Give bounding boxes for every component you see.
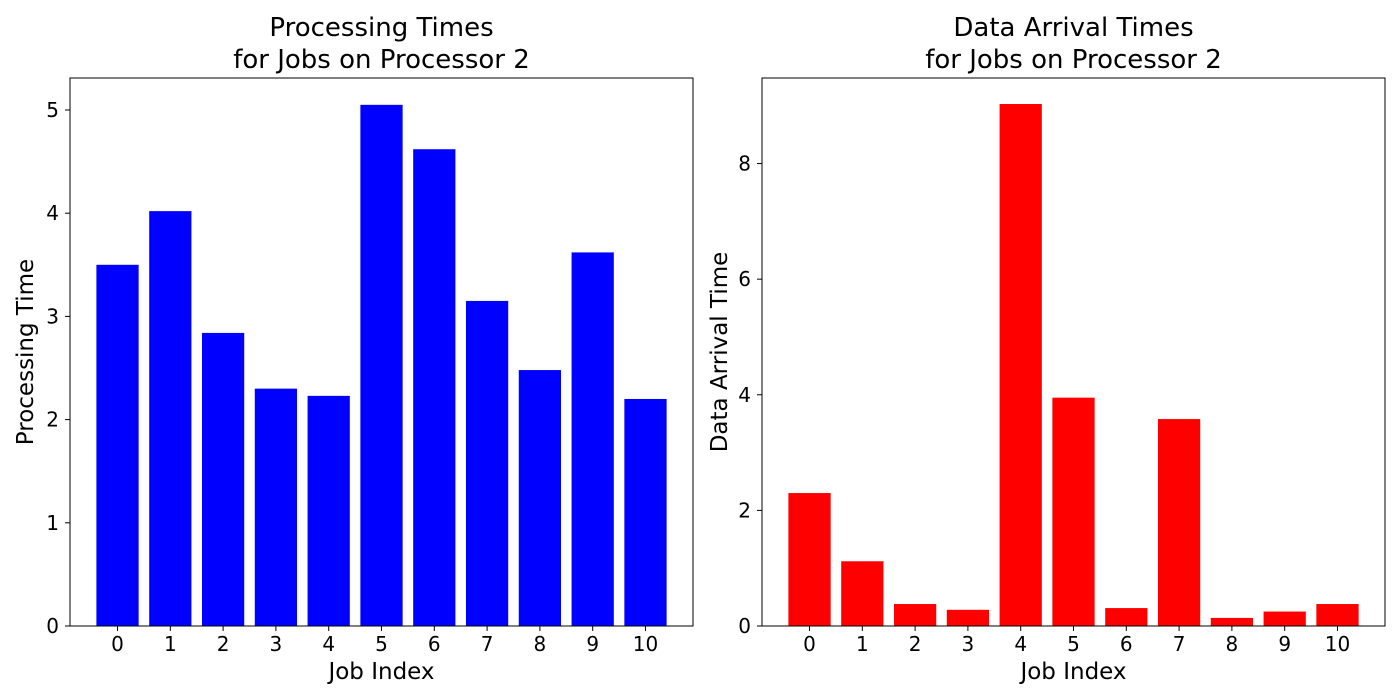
bar [999, 104, 1042, 626]
x-tick-label: 4 [1014, 632, 1027, 656]
chart-title-line: Data Arrival Times [953, 13, 1193, 43]
bar [1316, 604, 1359, 626]
x-tick-label: 3 [962, 632, 975, 656]
y-tick-label: 4 [738, 383, 751, 407]
x-tick-label: 9 [1278, 632, 1291, 656]
y-axis-label: Processing Time [13, 259, 39, 445]
y-tick-label: 2 [738, 498, 751, 522]
x-tick-label: 0 [111, 632, 124, 656]
x-tick-label: 2 [909, 632, 922, 656]
x-tick-label: 6 [1120, 632, 1133, 656]
x-tick-label: 5 [375, 632, 388, 656]
x-tick-label: 8 [534, 632, 547, 656]
chart-title: Data Arrival Times for Jobs on Processor … [925, 13, 1222, 75]
y-tick-label: 0 [738, 614, 751, 638]
x-tick-label: 9 [586, 632, 599, 656]
bar [307, 395, 350, 626]
chart-title: Processing Times for Jobs on Processor 2 [233, 13, 530, 75]
bar [413, 149, 456, 626]
x-tick-label: 3 [270, 632, 283, 656]
y-tick-label: 6 [738, 267, 751, 291]
y-tick-label: 8 [738, 152, 751, 176]
bar [1210, 617, 1254, 626]
bar [1263, 611, 1306, 626]
bar [1105, 608, 1148, 626]
y-tick-label: 4 [46, 201, 59, 225]
x-tick-label: 10 [633, 632, 658, 656]
y-tick-label: 2 [46, 408, 59, 432]
x-tick-label: 0 [803, 632, 816, 656]
x-tick-label: 1 [856, 632, 869, 656]
bar [518, 370, 562, 626]
y-tick-label: 1 [46, 511, 59, 535]
bar [96, 264, 139, 626]
chart-title-line: for Jobs on Processor 2 [925, 45, 1222, 75]
x-tick-label: 6 [428, 632, 441, 656]
chart-title-line: Processing Times [269, 13, 493, 43]
bar [1157, 419, 1201, 626]
x-axis-label: Job Index [1018, 659, 1126, 685]
bar [571, 252, 614, 626]
chart-title-line: for Jobs on Processor 2 [233, 45, 530, 75]
bar [624, 398, 667, 626]
y-tick-label: 3 [46, 304, 59, 328]
x-tick-label: 1 [164, 632, 177, 656]
processing-times-chart: Processing Times for Jobs on Processor 2 0… [13, 13, 694, 685]
x-tick-label: 7 [481, 632, 494, 656]
bar [1052, 397, 1095, 626]
bar [893, 604, 937, 626]
bar [149, 211, 192, 626]
x-tick-label: 7 [1173, 632, 1186, 656]
bar [254, 388, 298, 626]
x-tick-label: 10 [1325, 632, 1350, 656]
y-axis-label: Data Arrival Time [707, 252, 733, 453]
x-tick-label: 4 [322, 632, 335, 656]
bar [946, 609, 990, 626]
bar [465, 300, 509, 626]
bar [788, 493, 831, 626]
x-axis-label: Job Index [326, 659, 434, 685]
data-arrival-times-chart: Data Arrival Times for Jobs on Processor … [707, 13, 1386, 685]
y-tick-label: 0 [46, 614, 59, 638]
x-tick-label: 5 [1067, 632, 1080, 656]
bar [201, 332, 245, 626]
y-tick-label: 5 [46, 98, 59, 122]
bar [841, 561, 884, 626]
x-tick-label: 2 [217, 632, 230, 656]
x-tick-label: 8 [1226, 632, 1239, 656]
bar [360, 104, 403, 626]
